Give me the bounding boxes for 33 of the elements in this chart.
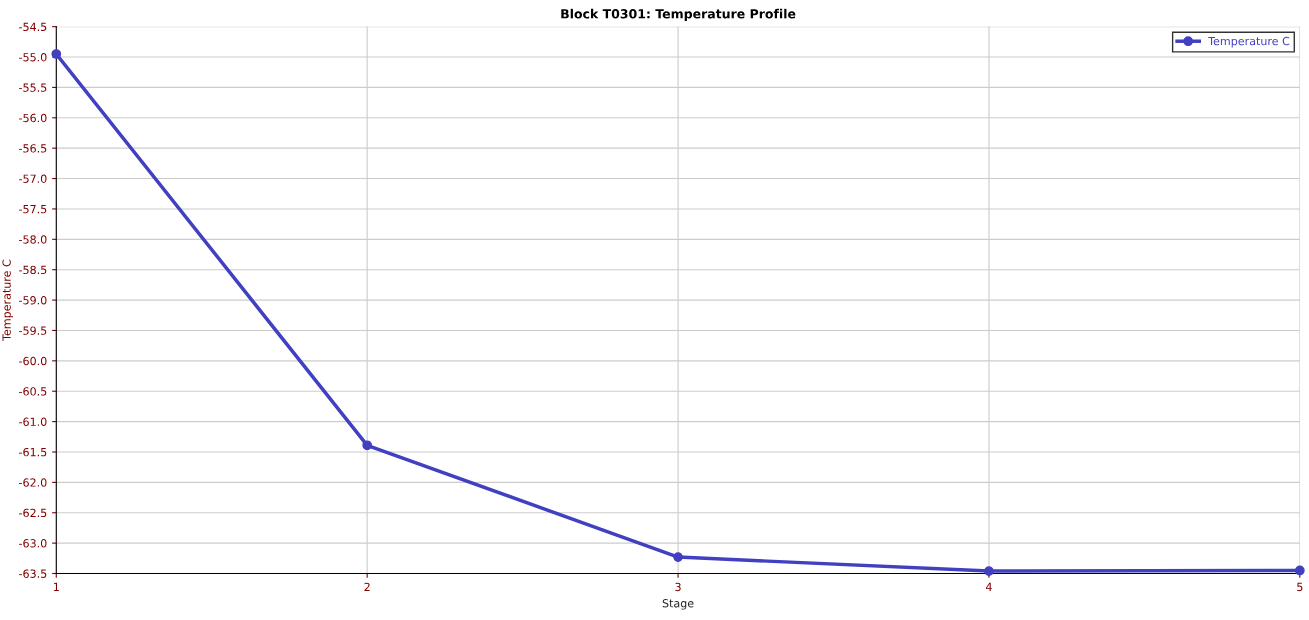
y-tick-label: -54.5	[19, 22, 47, 32]
y-tick-label: -55.0	[19, 53, 47, 62]
point	[984, 566, 994, 576]
y-tick-label: -60.5	[19, 387, 47, 396]
x-axis-title: Stage	[662, 599, 694, 610]
x-tick-label: 2	[364, 582, 370, 591]
y-tick-label: -56.0	[19, 113, 47, 123]
y-tick-label: -62.0	[19, 478, 47, 487]
legend-label: Temperature C	[1208, 36, 1290, 48]
y-tick-label: -57.5	[19, 205, 47, 214]
y-tick-label: -59.5	[19, 326, 47, 335]
y-tick-label: -61.0	[19, 417, 47, 426]
x-tick-label: 1	[53, 582, 59, 591]
y-tick-label: -59.0	[19, 296, 47, 305]
y-tick-label: -55.5	[19, 83, 47, 92]
y-tick-label: -62.5	[19, 508, 47, 518]
chart-title: Block T0301: Temperature Profile	[561, 8, 796, 21]
y-tick-label: -61.5	[19, 447, 47, 457]
point	[1294, 565, 1305, 576]
x-tick-label: 5	[1297, 582, 1303, 592]
y-tick-label: -63.5	[19, 569, 47, 578]
y-tick-label: -58.5	[19, 265, 47, 275]
point	[673, 552, 683, 562]
y-tick-label: -56.5	[19, 144, 47, 153]
x-tick-label: 3	[675, 582, 681, 592]
y-tick-label: -60.0	[19, 356, 47, 366]
point	[51, 49, 62, 59]
y-tick-label: -63.0	[19, 539, 47, 548]
point	[362, 440, 373, 451]
y-tick-label: -57.0	[19, 174, 47, 183]
x-tick-label: 4	[985, 582, 992, 591]
y-axis-title: Temperature C	[2, 259, 13, 341]
y-tick-label: -58.0	[19, 235, 47, 244]
